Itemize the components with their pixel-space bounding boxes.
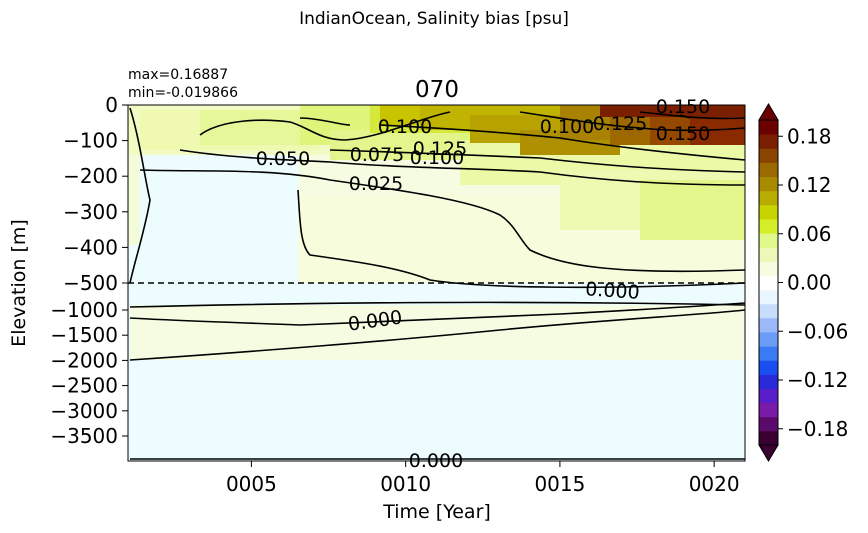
y-tick-label: −500 bbox=[63, 271, 118, 295]
contour-lines bbox=[129, 107, 746, 460]
colorbar-tick-label: −0.12 bbox=[787, 368, 848, 392]
y-tick-label: −2500 bbox=[50, 374, 118, 398]
contour-line bbox=[139, 169, 746, 273]
field-cell bbox=[600, 105, 745, 117]
figure-suptitle: IndianOcean, Salinity bias [psu] bbox=[299, 9, 569, 29]
colorbar-tick-label: 0.00 bbox=[787, 271, 832, 295]
y-tick-label: −1500 bbox=[50, 323, 118, 347]
colorbar-segment bbox=[759, 303, 778, 319]
colorbar-tick-label: 0.18 bbox=[787, 124, 832, 148]
x-tick-label: 0005 bbox=[226, 472, 277, 496]
y-tick-label: −400 bbox=[63, 235, 118, 259]
colorbar-segment bbox=[759, 275, 778, 291]
colorbar-tick-label: −0.18 bbox=[787, 417, 848, 441]
field-cell bbox=[130, 305, 745, 360]
y-tick-label: −1000 bbox=[50, 298, 118, 322]
min-annotation: min=-0.019866 bbox=[128, 85, 238, 101]
colorbar-segment bbox=[759, 120, 778, 135]
y-tick-label: −3000 bbox=[50, 399, 118, 423]
contour-line bbox=[129, 309, 746, 361]
colorbar-segment bbox=[759, 134, 778, 149]
field-cell bbox=[330, 130, 460, 160]
contour-label: 0.150 bbox=[656, 123, 710, 145]
contour-line bbox=[129, 107, 151, 284]
colorbar-segment bbox=[759, 331, 778, 347]
colorbar-tick-label: −0.06 bbox=[787, 319, 848, 343]
contour-label: 0.050 bbox=[256, 148, 310, 170]
contour-label: 0.100 bbox=[410, 147, 464, 169]
y-axis-ticks: 0 −100 −200 −300 −400 −500 −1000−1500−2000−250… bbox=[50, 93, 128, 448]
colorbar-segment bbox=[759, 233, 778, 248]
y-tick-label: −300 bbox=[63, 200, 118, 224]
colorbar-extend-max bbox=[758, 103, 779, 121]
y-tick-label: −200 bbox=[63, 164, 118, 188]
colorbar-segment bbox=[759, 289, 778, 305]
x-tick-label: 0010 bbox=[380, 472, 431, 496]
colorbar-segment bbox=[759, 176, 778, 192]
y-tick-label: −2000 bbox=[50, 348, 118, 372]
x-tick-label: 0015 bbox=[534, 472, 585, 496]
contour-label: 0.075 bbox=[350, 144, 404, 166]
contour-line bbox=[679, 114, 691, 119]
colorbar-segment bbox=[759, 190, 778, 206]
colorbar-segment bbox=[759, 148, 778, 163]
y-tick-label: −3500 bbox=[50, 424, 118, 448]
x-tick-label: 0020 bbox=[689, 472, 740, 496]
y-axis-label: Elevation [m] bbox=[8, 219, 30, 347]
colorbar-segment bbox=[759, 402, 778, 418]
field-cell bbox=[640, 180, 745, 240]
contour-label: 0.150 bbox=[656, 96, 710, 118]
x-axis-label: Time [Year] bbox=[382, 501, 491, 523]
colorbar-segment bbox=[759, 430, 778, 446]
colorbar-segment bbox=[759, 374, 778, 389]
plot-title: 070 bbox=[415, 77, 459, 103]
colorbar-segment bbox=[759, 204, 778, 220]
y-tick-label: −100 bbox=[63, 129, 118, 153]
colorbar-segment bbox=[759, 261, 778, 276]
contour-label: 0.100 bbox=[378, 116, 432, 138]
contour-line bbox=[199, 111, 451, 141]
colorbar: 0.18 0.12 0.06 0.00 −0.06 −0.12 −0.18 bbox=[758, 103, 848, 462]
contour-line bbox=[129, 301, 746, 308]
colorbar-segment bbox=[759, 317, 778, 333]
contour-label: 0.125 bbox=[593, 113, 647, 135]
colorbar-segment bbox=[759, 247, 778, 262]
colorbar-tick-label: 0.06 bbox=[787, 222, 832, 246]
colorbar-segment bbox=[759, 416, 778, 432]
x-axis-ticks: 0005 0010 0015 0020 bbox=[226, 461, 740, 496]
colorbar-segment bbox=[759, 162, 778, 178]
colorbar-segment bbox=[759, 388, 778, 404]
max-annotation: max=0.16887 bbox=[128, 67, 228, 83]
colorbar-segment bbox=[759, 360, 778, 375]
colorbar-tick-label: 0.12 bbox=[787, 173, 832, 197]
contour-label: 0.025 bbox=[349, 173, 403, 195]
contour-label: 0.125 bbox=[413, 138, 467, 160]
colorbar-segment bbox=[759, 346, 778, 361]
salinity-field bbox=[128, 105, 745, 461]
y-tick-label: 0 bbox=[105, 93, 118, 117]
colorbar-extend-min bbox=[758, 444, 779, 462]
contour-line bbox=[329, 149, 746, 173]
contour-line bbox=[179, 149, 746, 186]
contour-line bbox=[379, 124, 746, 161]
colorbar-segment bbox=[759, 218, 778, 234]
contour-label: 0.000 bbox=[585, 278, 641, 304]
contour-label: 0.100 bbox=[540, 116, 594, 138]
contour-line bbox=[299, 117, 351, 126]
contour-line bbox=[129, 302, 746, 326]
contour-line bbox=[519, 111, 746, 132]
contour-line bbox=[297, 189, 746, 289]
